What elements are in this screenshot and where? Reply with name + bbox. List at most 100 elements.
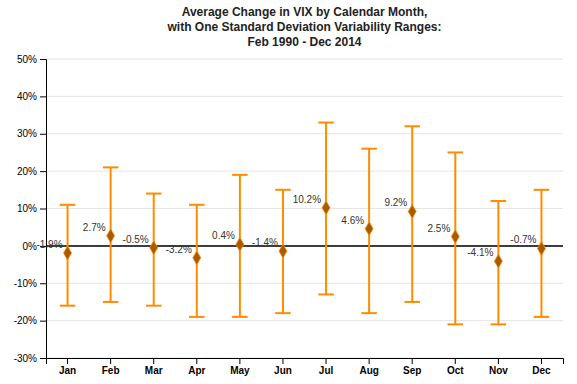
- data-label: 4.6%: [341, 215, 364, 226]
- error-bar-group: [534, 190, 550, 317]
- y-tick-label: 0%: [23, 241, 38, 252]
- x-tick-mark: [196, 358, 197, 364]
- y-tick-label: 10%: [17, 203, 37, 214]
- error-cap-bottom: [146, 305, 162, 307]
- error-cap-bottom: [60, 305, 76, 307]
- mean-marker: [193, 251, 201, 265]
- error-cap-bottom: [318, 293, 334, 295]
- mean-marker: [408, 205, 416, 219]
- error-cap-bottom: [103, 301, 119, 303]
- x-tick-mark: [282, 358, 283, 364]
- error-cap-bottom: [491, 323, 507, 325]
- error-cap-top: [534, 189, 550, 191]
- y-tick-mark: [40, 283, 46, 284]
- y-tick-label: 50%: [17, 54, 37, 65]
- error-cap-top: [189, 204, 205, 206]
- x-tick-mark: [326, 358, 327, 364]
- mean-marker: [365, 222, 373, 236]
- y-tick-label: 40%: [17, 91, 37, 102]
- x-tick-label: Jun: [274, 365, 292, 376]
- y-tick-mark: [40, 209, 46, 210]
- error-bar-group: [318, 123, 334, 295]
- x-tick: May: [230, 358, 250, 376]
- error-cap-top: [103, 166, 119, 168]
- title-line: Feb 1990 - Dec 2014: [247, 35, 361, 49]
- x-tick-mark: [541, 358, 542, 364]
- error-cap-top: [60, 204, 76, 206]
- error-cap-top: [404, 125, 420, 127]
- data-label: -1.4%: [252, 237, 278, 248]
- grid-line: [46, 208, 563, 209]
- marks: [60, 123, 549, 325]
- x-axis: JanFebMarAprMayJunJulAugSepOctNovDec: [47, 358, 564, 376]
- x-tick: Sep: [403, 358, 421, 376]
- data-label: 2.5%: [427, 223, 450, 234]
- error-bar-group: [361, 149, 377, 313]
- error-cap-bottom: [232, 316, 248, 318]
- x-tick-label: Feb: [102, 365, 120, 376]
- x-tick-label: May: [230, 365, 250, 376]
- x-tick-label: Apr: [188, 365, 205, 376]
- x-tick-label: Aug: [359, 365, 378, 376]
- y-tick-label: 20%: [17, 166, 37, 177]
- y-tick-mark: [40, 171, 46, 172]
- grid-line: [46, 59, 563, 60]
- y-tick-mark: [40, 321, 46, 322]
- grid-line: [46, 320, 563, 321]
- data-label: -0.7%: [510, 234, 536, 245]
- error-bar-group: [60, 205, 76, 306]
- error-cap-top: [361, 148, 377, 150]
- error-bar-group: [232, 175, 248, 317]
- data-label: 0.4%: [212, 230, 235, 241]
- error-cap-bottom: [189, 316, 205, 318]
- mean-marker: [451, 230, 459, 244]
- data-label: -1.9%: [36, 239, 62, 250]
- mean-marker: [64, 246, 72, 260]
- error-cap-bottom: [404, 301, 420, 303]
- plot: -30%-20%-10%0%10%20%30%40%50%JanFebMarAp…: [14, 54, 564, 376]
- y-tick-mark: [40, 134, 46, 135]
- y-tick: 20%: [17, 166, 46, 177]
- grid-line: [46, 283, 563, 284]
- x-tick-mark: [67, 358, 68, 364]
- x-tick-label: Nov: [489, 365, 508, 376]
- x-tick: Nov: [489, 358, 508, 376]
- data-label: 9.2%: [384, 197, 407, 208]
- error-bar-group: [275, 190, 291, 313]
- mean-marker: [494, 254, 502, 268]
- grid-line: [46, 96, 563, 97]
- x-tick: Aug: [359, 358, 378, 376]
- x-tick: Jul: [319, 358, 334, 376]
- mean-marker: [279, 244, 287, 258]
- y-tick-label: -10%: [14, 278, 37, 289]
- x-tick-label: Jul: [319, 365, 334, 376]
- data-label: 2.7%: [83, 222, 106, 233]
- error-cap-top: [448, 151, 464, 153]
- grid-line: [46, 171, 563, 172]
- x-tick: Apr: [188, 358, 205, 376]
- x-tick: Jan: [59, 358, 76, 376]
- error-cap-top: [275, 189, 291, 191]
- error-cap-top: [318, 122, 334, 124]
- chart: Average Change in VIX by Calendar Month,…: [0, 0, 577, 384]
- mean-marker: [107, 229, 115, 243]
- error-cap-top: [232, 174, 248, 176]
- y-tick-mark: [40, 96, 46, 97]
- x-tick-mark: [412, 358, 413, 364]
- x-tick-mark: [498, 358, 499, 364]
- x-tick: Dec: [532, 358, 551, 376]
- y-tick-label: -30%: [14, 353, 37, 364]
- y-tick: 30%: [17, 128, 46, 139]
- x-tick-label: Mar: [145, 365, 163, 376]
- y-tick: -10%: [14, 278, 46, 289]
- y-tick: 10%: [17, 203, 46, 214]
- x-tick-label: Sep: [403, 365, 421, 376]
- error-cap-bottom: [361, 312, 377, 314]
- y-axis-line: [40, 60, 47, 359]
- x-tick-mark: [110, 358, 111, 364]
- data-label: -3.2%: [166, 244, 192, 255]
- error-cap-bottom: [275, 312, 291, 314]
- mean-marker: [150, 241, 158, 255]
- x-tick-mark: [369, 358, 370, 364]
- title-line: with One Standard Deviation Variability …: [166, 20, 441, 34]
